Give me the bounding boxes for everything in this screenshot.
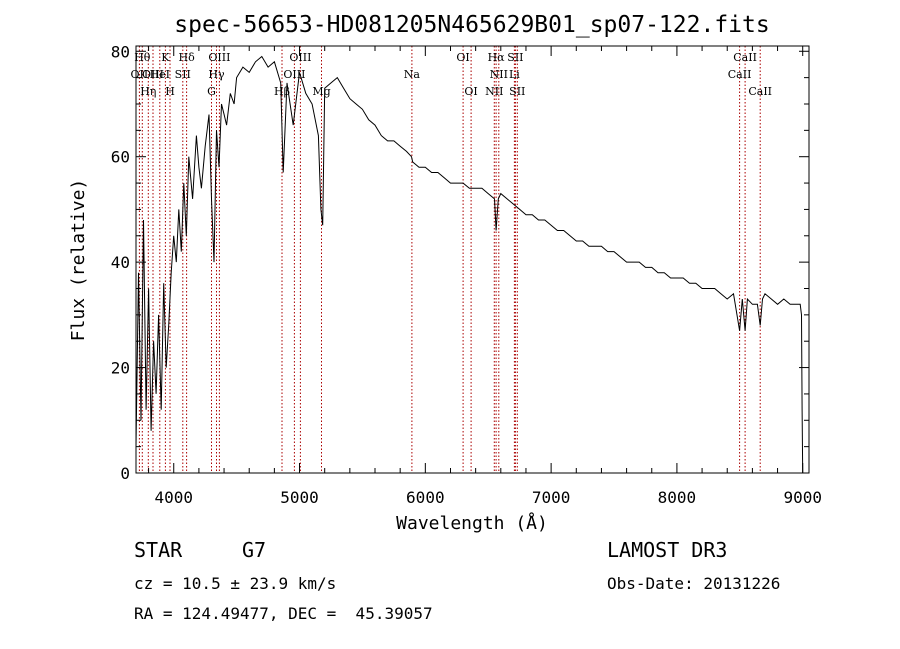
object-subclass: G7 — [242, 538, 267, 562]
line-marker-label: OIII — [283, 68, 305, 81]
line-marker-label: SII — [509, 85, 525, 98]
line-marker-label: Hη — [140, 85, 156, 98]
x-tick-label: 7000 — [532, 488, 571, 507]
line-marker-label: Hβ — [274, 85, 290, 98]
axis-ticks — [136, 46, 809, 474]
line-marker-label: OIII — [142, 68, 164, 81]
line-marker-label: OI — [456, 51, 469, 64]
line-marker-label: Li — [509, 68, 520, 81]
plot-frame — [135, 45, 810, 474]
line-marker-label: Mg — [312, 85, 330, 98]
line-marker-label: HeI — [150, 68, 170, 81]
y-tick-label: 20 — [111, 359, 130, 378]
x-tick-label: 5000 — [280, 488, 319, 507]
x-tick-label: 8000 — [658, 488, 697, 507]
line-marker-label: Hα — [488, 51, 506, 64]
y-axis-label: Flux (relative) — [68, 179, 89, 342]
line-marker-label: G — [207, 85, 216, 98]
line-marker-label: SII — [175, 68, 191, 81]
y-tick-label: 80 — [111, 42, 130, 61]
spectrum-series-line — [135, 55, 804, 474]
line-marker-label: NII — [490, 68, 508, 81]
line-marker-label: CaII — [728, 68, 752, 81]
line-marker-label: OI — [464, 85, 477, 98]
survey-name: LAMOST DR3 — [607, 538, 728, 562]
line-marker-label: Hγ — [208, 68, 225, 81]
x-tick-label: 6000 — [406, 488, 445, 507]
line-marker-label: Na — [404, 68, 421, 81]
x-tick-label: 4000 — [154, 488, 193, 507]
line-marker-label: OII — [131, 68, 149, 81]
line-marker-label: Hδ — [178, 51, 195, 64]
coordinates: RA = 124.49477, DEC = 45.39057 — [134, 604, 433, 623]
line-marker-label: CaII — [748, 85, 772, 98]
line-marker-label: Hθ — [134, 51, 151, 64]
line-marker-label: SII — [507, 51, 523, 64]
y-tick-label: 40 — [111, 253, 130, 272]
line-markers — [138, 46, 761, 473]
y-tick-label: 0 — [120, 464, 130, 483]
x-axis-label: Wavelength (Å) — [396, 512, 548, 534]
line-marker-label: OIII — [289, 51, 311, 64]
y-tick-label: 60 — [111, 148, 130, 167]
line-marker-label: H — [165, 85, 175, 98]
axis-tick-labels: 4000 5000 6000 7000 8000 9000 0 20 40 60 80 — [111, 42, 822, 507]
observation-date: Obs-Date: 20131226 — [607, 574, 781, 593]
line-marker-label: NII — [485, 85, 503, 98]
line-marker-label: K — [161, 51, 170, 64]
redshift-value: cz = 10.5 ± 23.9 km/s — [134, 574, 337, 593]
chart-title: spec-56653-HD081205N465629B01_sp07-122.f… — [174, 12, 769, 38]
line-marker-label: OIII — [208, 51, 230, 64]
x-tick-label: 9000 — [783, 488, 822, 507]
line-marker-label: CaII — [733, 51, 757, 64]
object-class: STAR — [134, 538, 183, 562]
line-marker-labels: OIIHθHηOIIIHeIKHSIIHδGHγOIIIHβOIIIOIIIMg… — [131, 51, 772, 98]
